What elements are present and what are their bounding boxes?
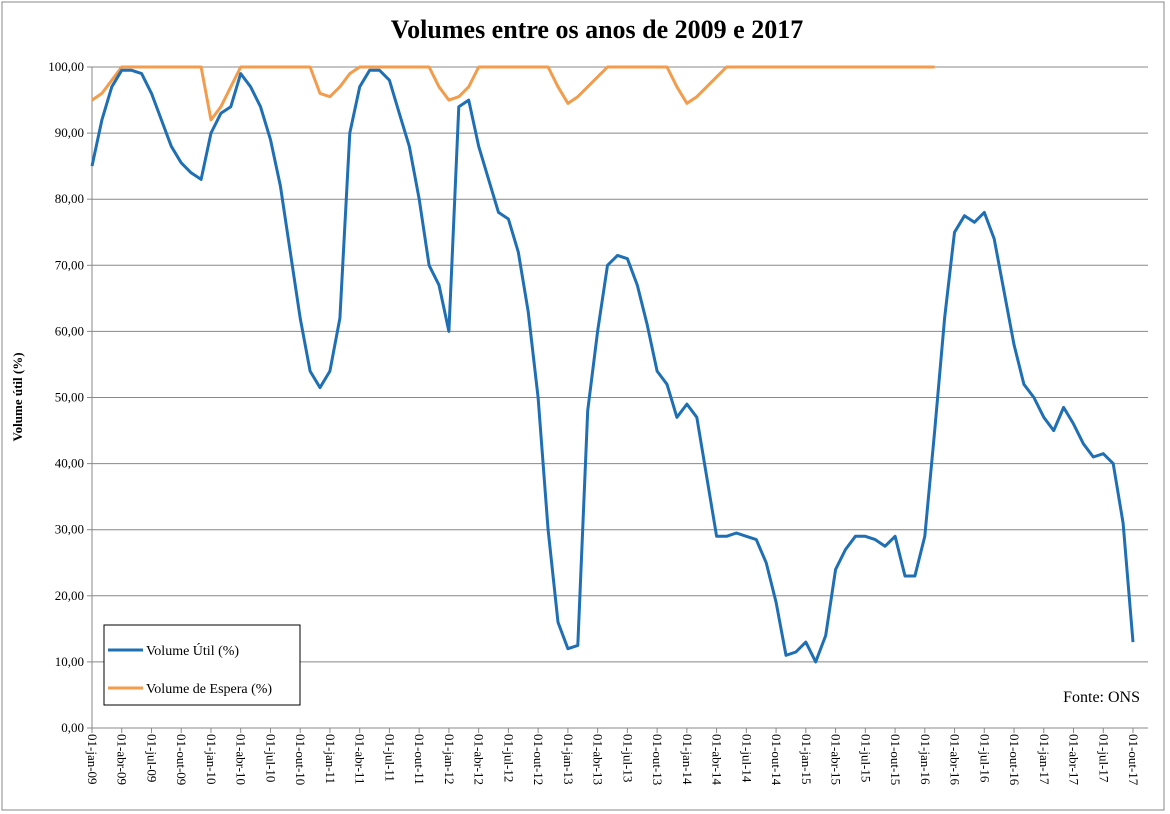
x-tick-label: 01-out-10 (293, 734, 308, 785)
x-tick-label: 01-jul-17 (1096, 734, 1111, 783)
x-tick-label: 01-abr-17 (1067, 734, 1082, 785)
x-tick-label: 01-abr-14 (710, 734, 725, 785)
x-tick-label: 01-abr-11 (353, 734, 368, 785)
x-tick-label: 01-jan-14 (680, 734, 695, 785)
x-tick-label: 01-jul-09 (144, 734, 159, 782)
x-tick-label: 01-jan-17 (1037, 734, 1052, 785)
x-tick-label: 01-out-16 (1007, 734, 1022, 786)
x-tick-label: 01-jan-09 (85, 734, 100, 785)
legend-box (103, 624, 301, 706)
y-tick-label: 70,00 (55, 257, 84, 272)
y-tick-label: 40,00 (55, 456, 84, 471)
y-tick-label: 80,00 (55, 191, 84, 206)
legend-label: Volume de Espera (%) (146, 682, 272, 697)
x-tick-label: 01-jul-15 (858, 734, 873, 782)
x-tick-label: 01-jul-13 (620, 734, 635, 782)
x-tick-label: 01-out-12 (531, 734, 546, 785)
x-tick-label: 01-jan-10 (204, 734, 219, 785)
annotation: Fonte: ONS (1063, 689, 1140, 706)
x-tick-label: 01-out-15 (888, 734, 903, 785)
series-line (90, 68, 1135, 664)
x-tick-label: 01-jan-13 (561, 734, 576, 785)
x-tick-label: 01-jan-11 (323, 734, 338, 784)
y-tick-label: 100,00 (48, 59, 84, 74)
x-tick-label: 01-jul-16 (977, 734, 992, 783)
y-tick-label: 0,00 (61, 720, 84, 735)
x-tick-label: 01-jul-10 (263, 734, 278, 782)
y-axis-label: Volume útil (%) (10, 352, 25, 441)
y-tick-label: 10,00 (55, 654, 84, 669)
legend-label: Volume Útil (%) (146, 642, 239, 659)
x-tick-label: 01-abr-15 (829, 734, 844, 785)
x-tick-label: 01-abr-12 (472, 734, 487, 785)
x-tick-label: 01-out-17 (1126, 734, 1141, 786)
x-tick-label: 01-out-09 (174, 734, 189, 785)
x-tick-label: 01-jan-15 (799, 734, 814, 785)
chart-title: Volumes entre os anos de 2009 e 2017 (391, 15, 803, 44)
y-tick-label: 50,00 (55, 390, 84, 405)
y-tick-label: 30,00 (55, 522, 84, 537)
y-tick-label: 90,00 (55, 125, 84, 140)
x-tick-label: 01-jul-12 (501, 734, 516, 782)
x-tick-label: 01-abr-09 (115, 734, 130, 785)
y-tick-label: 20,00 (55, 588, 84, 603)
x-tick-label: 01-jan-12 (442, 734, 457, 785)
x-tick-label: 01-jul-11 (382, 734, 397, 782)
x-tick-label: 01-abr-10 (234, 734, 249, 785)
x-tick-label: 01-jul-14 (739, 734, 754, 783)
series-line (91, 65, 935, 122)
x-tick-label: 01-abr-16 (948, 734, 963, 785)
x-tick-label: 01-jan-16 (918, 734, 933, 785)
x-tick-label: 01-out-13 (650, 734, 665, 785)
y-tick-label: 60,00 (55, 323, 84, 338)
x-tick-label: 01-out-14 (769, 734, 784, 786)
x-tick-label: 01-abr-13 (591, 734, 606, 785)
x-tick-label: 01-out-11 (412, 734, 427, 785)
